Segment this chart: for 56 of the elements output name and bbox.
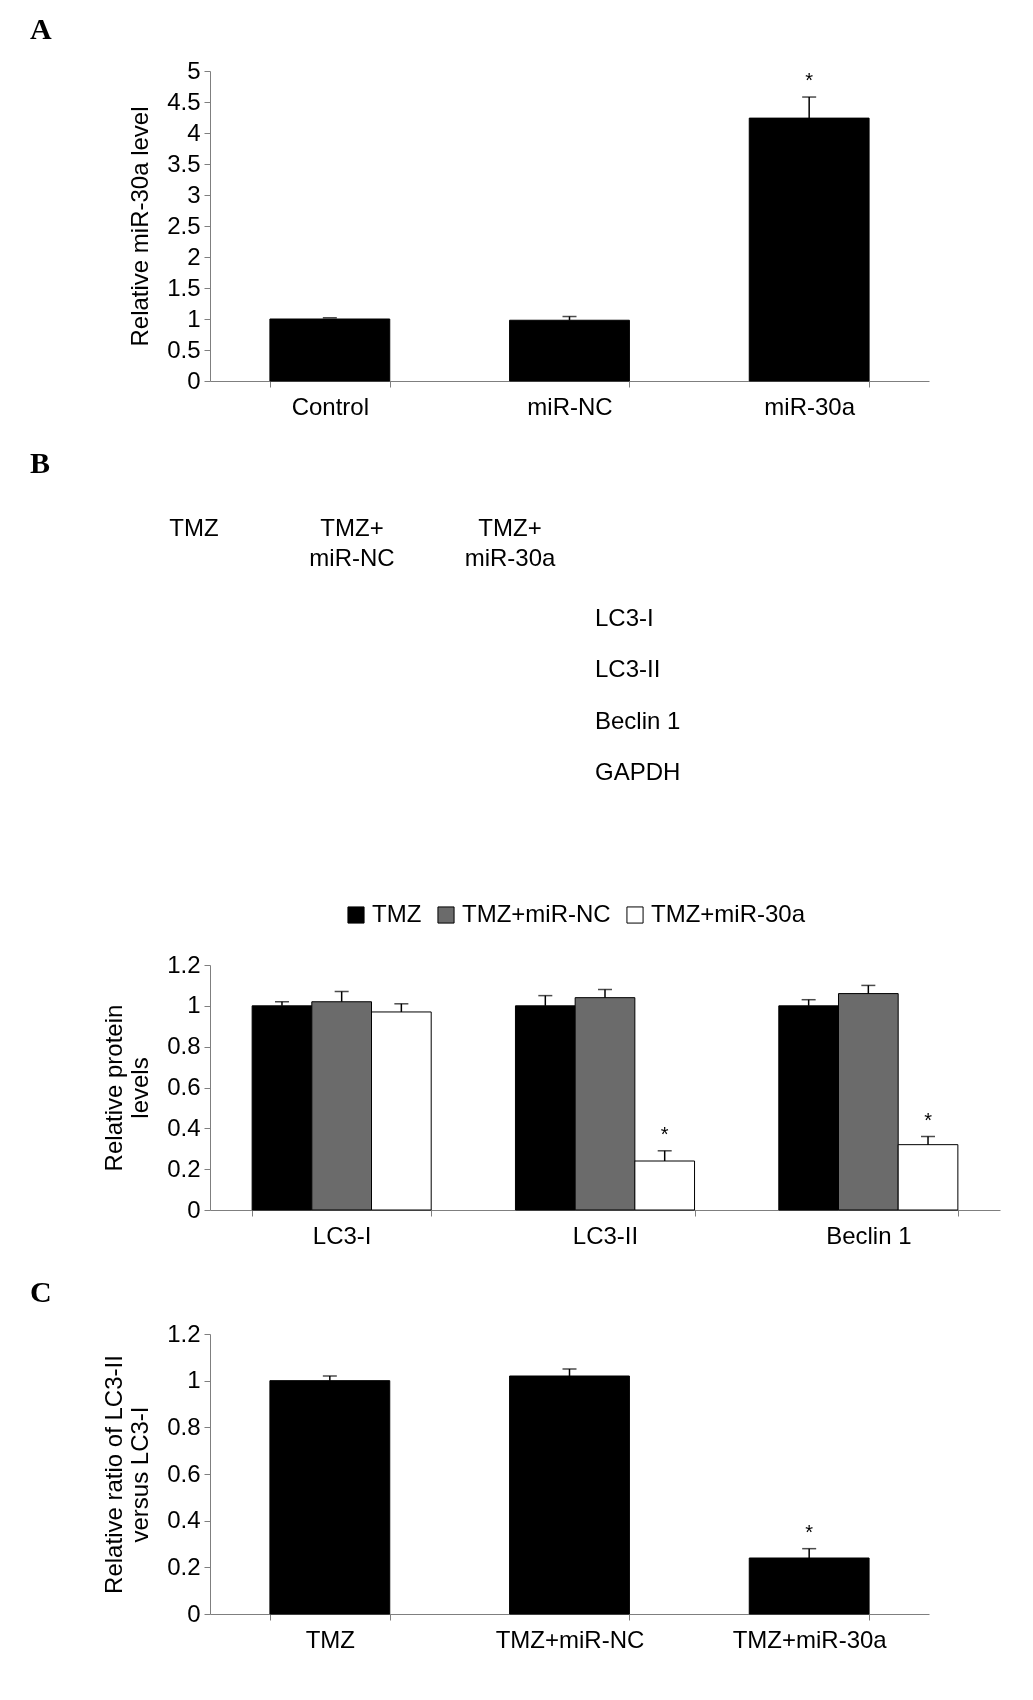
y-tick-label: 0 bbox=[187, 366, 201, 394]
x-tick-label: TMZ bbox=[305, 1625, 355, 1653]
legend-label: TMZ bbox=[372, 900, 422, 927]
data-label: * bbox=[805, 69, 814, 92]
y-tick-label: 0.2 bbox=[167, 1552, 201, 1580]
data-label: * bbox=[924, 1108, 933, 1131]
x-tick-label: miR-NC bbox=[527, 392, 613, 420]
legend-label: TMZ+miR-NC bbox=[462, 900, 611, 927]
category-label: TMZ+miR-NC bbox=[309, 514, 395, 571]
y-tick-label: 2 bbox=[187, 242, 201, 270]
x-tick-label: LC3-II bbox=[572, 1221, 639, 1249]
y-tick-label: 1.2 bbox=[167, 1319, 201, 1347]
category-label: GAPDH bbox=[595, 758, 681, 786]
y-tick-label: 1 bbox=[187, 304, 201, 332]
y-tick-label: 4.5 bbox=[167, 87, 201, 115]
category-label: LC3-I bbox=[595, 603, 654, 631]
y-tick-label: 0.6 bbox=[167, 1073, 201, 1100]
y-axis-title: Relative ratio of LC3-II versus LC3-I bbox=[100, 1355, 154, 1594]
x-tick-label: TMZ+miR-NC bbox=[495, 1625, 645, 1653]
y-tick-label: 0.2 bbox=[167, 1154, 201, 1182]
y-axis-title: Relative protein levels bbox=[100, 1004, 154, 1172]
bar bbox=[269, 318, 391, 382]
y-tick-label: 3.5 bbox=[167, 149, 201, 177]
y-tick-label: 1.2 bbox=[167, 950, 201, 978]
y-tick-label: 0 bbox=[187, 1599, 201, 1627]
bar bbox=[269, 1380, 391, 1615]
x-tick-label: LC3-I bbox=[312, 1221, 372, 1249]
x-tick-label: miR-30a bbox=[764, 392, 856, 420]
category-label: LC3-II bbox=[595, 655, 661, 683]
data-label: * bbox=[660, 1122, 669, 1145]
y-tick-label: 0.6 bbox=[167, 1459, 201, 1487]
chart-title: C bbox=[30, 1275, 52, 1308]
y-tick-label: 0.4 bbox=[167, 1113, 201, 1141]
y-tick-label: 0.8 bbox=[167, 1412, 201, 1440]
y-tick-label: 1.5 bbox=[167, 273, 201, 301]
y-axis-title: Relative miR-30a level bbox=[126, 106, 154, 347]
text: B bbox=[30, 446, 51, 479]
y-tick-label: 1 bbox=[187, 991, 201, 1019]
y-tick-label: 5 bbox=[187, 56, 201, 84]
y-tick-label: 0.8 bbox=[167, 1032, 201, 1060]
y-tick-label: 0 bbox=[187, 1195, 201, 1223]
y-tick-label: 1 bbox=[187, 1366, 201, 1394]
y-tick-label: 4 bbox=[187, 118, 201, 146]
category-label: TMZ+miR-30a bbox=[464, 514, 556, 571]
y-tick-label: 0.4 bbox=[167, 1506, 201, 1534]
y-tick-label: 2.5 bbox=[167, 211, 201, 239]
y-tick-label: 3 bbox=[187, 180, 201, 208]
category-label: TMZ bbox=[169, 514, 219, 541]
x-tick-label: Beclin 1 bbox=[826, 1221, 912, 1249]
x-tick-label: Control bbox=[291, 392, 370, 420]
category-label: Beclin 1 bbox=[595, 706, 681, 734]
x-tick-label: TMZ+miR-30a bbox=[732, 1625, 888, 1653]
legend-label: TMZ+miR-30a bbox=[651, 900, 806, 927]
y-tick-label: 0.5 bbox=[167, 335, 201, 363]
chart-title: A bbox=[30, 12, 52, 45]
data-label: * bbox=[805, 1520, 814, 1543]
